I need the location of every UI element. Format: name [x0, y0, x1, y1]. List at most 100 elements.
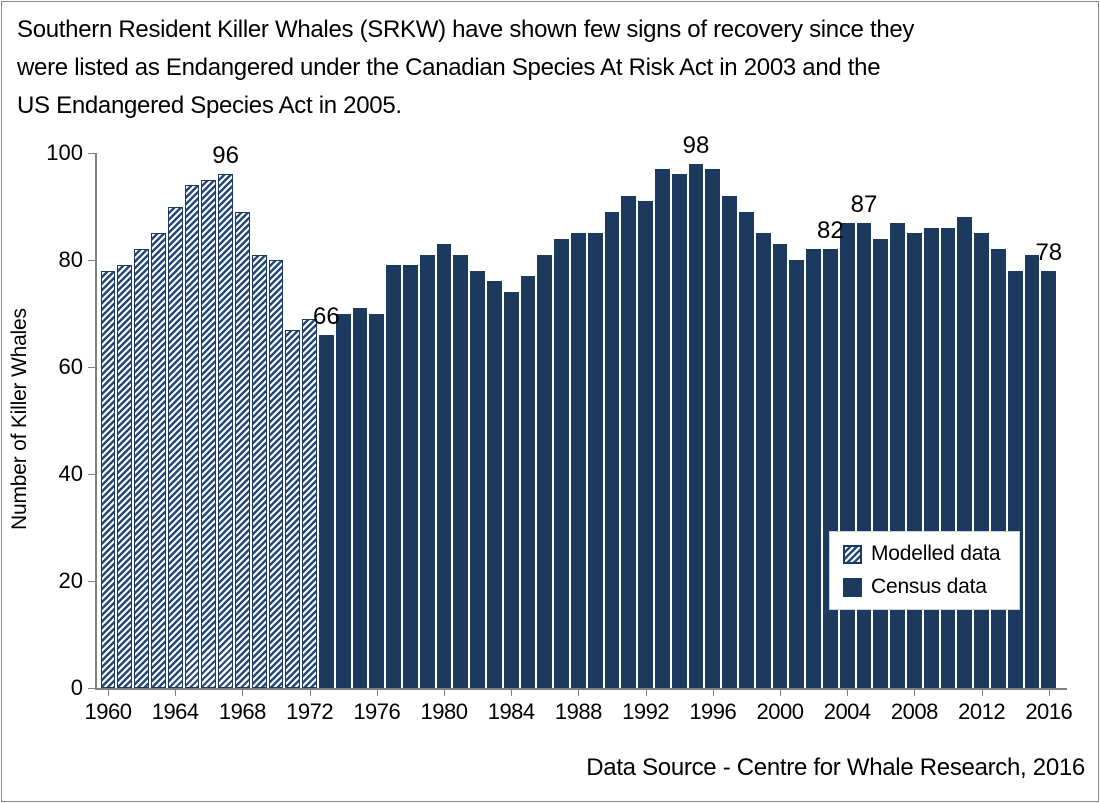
x-tick-2004: [847, 688, 849, 696]
bar-1961: [117, 265, 133, 688]
solid-swatch-icon: [843, 577, 862, 597]
chart-title-line-2: were listed as Endangered under the Cana…: [17, 54, 881, 81]
x-tick-2016: [1048, 688, 1050, 696]
x-tick-2012: [981, 688, 983, 696]
bar-value-label-2003: 82: [817, 217, 844, 245]
bar-2011: [957, 217, 973, 688]
y-tick-label-40: 40: [58, 461, 83, 486]
x-tick-1992: [645, 688, 647, 696]
chart-title: Southern Resident Killer Whales (SRKW) h…: [17, 11, 1057, 125]
bar-1996: [705, 169, 721, 688]
bar-1985: [520, 276, 536, 688]
bar-1997: [722, 195, 737, 688]
bar-1999: [755, 233, 771, 688]
y-tick-80: [88, 259, 96, 261]
x-tick-label-1960: 1960: [84, 699, 132, 724]
x-tick-label-1968: 1968: [218, 699, 266, 724]
bar-1991: [621, 195, 637, 688]
x-tick-label-1976: 1976: [353, 699, 401, 724]
legend: Modelled data Census data: [829, 531, 1020, 610]
bar-value-label-1973: 66: [313, 302, 340, 330]
bar-1964: [167, 206, 183, 688]
bar-1975: [352, 308, 368, 688]
bar-1973: [319, 334, 334, 688]
bar-1982: [470, 270, 485, 688]
y-tick-label-20: 20: [58, 568, 83, 593]
bar-1966: [201, 179, 217, 688]
bar-1988: [571, 233, 586, 688]
bar-1995: [688, 163, 704, 688]
bar-1979: [419, 254, 435, 688]
x-tick-1972: [309, 688, 311, 696]
x-tick-1964: [175, 688, 177, 696]
bar-2002: [806, 249, 821, 688]
y-tick-40: [88, 473, 96, 475]
bar-value-label-2005: 87: [850, 190, 878, 218]
y-tick-label-60: 60: [58, 354, 83, 379]
x-tick-1996: [712, 688, 714, 696]
bar-1968: [235, 211, 250, 688]
x-tick-label-1964: 1964: [151, 699, 199, 724]
y-tick-20: [88, 580, 96, 582]
bar-1967: [218, 174, 233, 688]
bar-2005: [856, 222, 872, 688]
bar-2000: [772, 243, 788, 688]
bar-1983: [487, 281, 502, 688]
bar-1962: [134, 249, 149, 688]
bar-1987: [554, 238, 569, 688]
bar-1986: [537, 254, 553, 688]
bar-value-label-1995: 98: [682, 131, 710, 159]
bar-1998: [739, 211, 754, 688]
bar-1972: [302, 318, 317, 688]
bar-2001: [789, 260, 805, 688]
bar-1989: [587, 233, 603, 688]
bar-1978: [403, 265, 418, 688]
x-tick-1980: [444, 688, 445, 696]
x-tick-label-1992: 1992: [622, 699, 670, 724]
x-tick-label-2000: 2000: [756, 699, 804, 724]
bar-value-label-1967: 96: [212, 142, 239, 170]
data-source-caption: Data Source - Centre for Whale Research,…: [586, 754, 1085, 781]
bar-1992: [638, 201, 653, 688]
x-tick-1968: [242, 688, 244, 696]
y-tick-60: [88, 366, 96, 368]
x-tick-1988: [578, 688, 580, 696]
bar-1970: [268, 260, 284, 688]
y-tick-label-100: 100: [46, 140, 83, 165]
bar-2012: [974, 233, 989, 688]
y-tick-100: [88, 152, 96, 154]
y-tick-label-80: 80: [58, 247, 83, 272]
y-tick-0: [88, 687, 96, 689]
x-tick-label-1980: 1980: [420, 699, 468, 724]
bar-1994: [671, 174, 687, 688]
x-tick-label-2004: 2004: [823, 699, 871, 724]
bar-1963: [151, 233, 166, 688]
x-tick-label-1972: 1972: [286, 699, 334, 724]
bar-2007: [890, 222, 905, 688]
y-tick-label-0: 0: [70, 675, 83, 700]
bar-2015: [1024, 254, 1040, 688]
bar-2006: [873, 238, 889, 688]
bar-1960: [100, 270, 116, 688]
bar-2013: [991, 249, 1006, 688]
bar-1969: [251, 254, 267, 688]
x-tick-label-2008: 2008: [890, 699, 938, 724]
hatched-swatch-icon: [843, 544, 862, 564]
x-tick-2008: [914, 688, 916, 696]
legend-item-census: Census data: [843, 575, 1019, 599]
bar-2009: [923, 227, 939, 688]
x-tick-2000: [780, 688, 781, 696]
bar-1980: [436, 243, 452, 688]
bar-1990: [604, 211, 620, 688]
bar-1993: [655, 169, 670, 688]
bar-value-label-2016: 78: [1035, 238, 1063, 266]
bar-2014: [1007, 270, 1023, 688]
y-axis-title: Number of Killer Whales: [8, 308, 31, 531]
bar-2003: [823, 249, 838, 688]
bar-1974: [335, 313, 351, 688]
legend-item-modelled: Modelled data: [843, 542, 1019, 566]
x-tick-label-1996: 1996: [689, 699, 737, 724]
x-tick-label-1984: 1984: [487, 699, 535, 724]
bar-1965: [184, 185, 200, 688]
